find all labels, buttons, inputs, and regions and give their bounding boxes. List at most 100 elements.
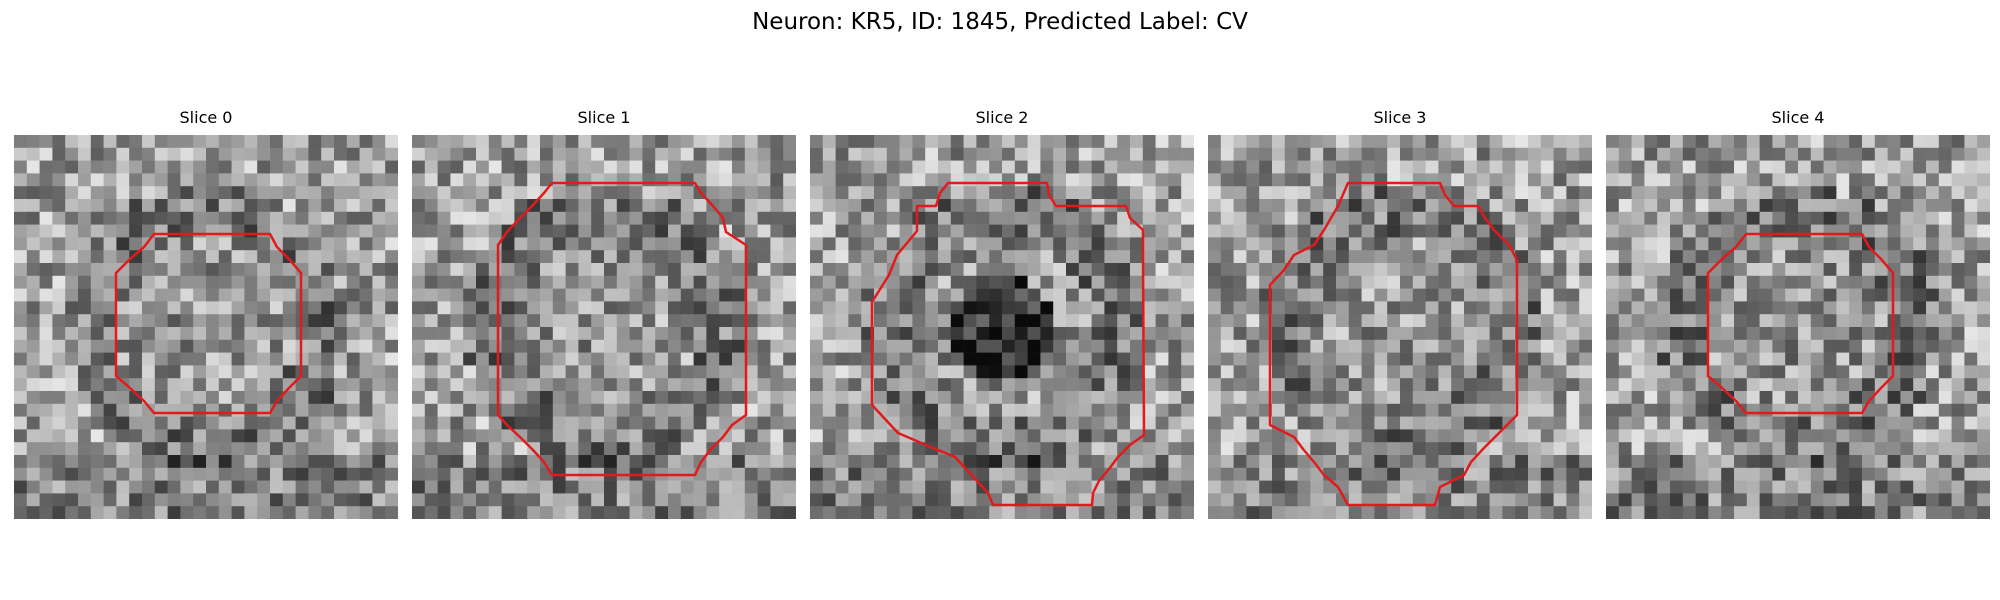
- pixel-cell: [1168, 135, 1182, 149]
- pixel-cell: [193, 199, 207, 213]
- pixel-cell: [321, 352, 335, 366]
- pixel-cell: [180, 403, 194, 417]
- pixel-cell: [103, 160, 117, 174]
- pixel-cell: [1476, 416, 1490, 430]
- pixel-cell: [1142, 429, 1156, 443]
- pixel-cell: [231, 263, 245, 277]
- pixel-cell: [463, 186, 477, 200]
- pixel-cell: [1900, 135, 1914, 149]
- pixel-cell: [14, 467, 28, 481]
- pixel-cell: [321, 237, 335, 251]
- pixel-cell: [1913, 378, 1927, 392]
- pixel-cell: [1104, 173, 1118, 187]
- pixel-cell: [14, 275, 28, 289]
- pixel-cell: [1836, 275, 1850, 289]
- pixel-cell: [732, 147, 746, 161]
- pixel-cell: [1515, 352, 1529, 366]
- pixel-cell: [103, 378, 117, 392]
- pixel-cell: [437, 403, 451, 417]
- pixel-cell: [642, 263, 656, 277]
- pixel-cell: [1695, 275, 1709, 289]
- pixel-cell: [129, 160, 143, 174]
- pixel-cell: [1053, 186, 1067, 200]
- pixel-cell: [1078, 416, 1092, 430]
- pixel-cell: [1540, 199, 1554, 213]
- pixel-cell: [1528, 275, 1542, 289]
- pixel-cell: [1579, 275, 1592, 289]
- pixel-cell: [976, 160, 990, 174]
- pixel-cell: [1130, 391, 1144, 405]
- pixel-cell: [642, 250, 656, 264]
- pixel-cell: [1566, 173, 1580, 187]
- pixel-cell: [540, 237, 554, 251]
- pixel-cell: [78, 224, 92, 238]
- pixel-cell: [206, 455, 220, 469]
- pixel-cell: [1155, 147, 1169, 161]
- pixel-cell: [886, 147, 900, 161]
- pixel-cell: [1078, 391, 1092, 405]
- pixel-cell: [14, 339, 28, 353]
- pixel-cell: [1874, 327, 1888, 341]
- pixel-cell: [359, 211, 373, 225]
- pixel-cell: [1246, 480, 1260, 494]
- pixel-cell: [925, 211, 939, 225]
- pixel-cell: [552, 288, 566, 302]
- pixel-cell: [899, 147, 913, 161]
- pixel-cell: [925, 365, 939, 379]
- pixel-cell: [629, 442, 643, 456]
- pixel-cell: [1168, 365, 1182, 379]
- pixel-cell: [886, 250, 900, 264]
- pixel-cell: [1553, 301, 1567, 315]
- pixel-cell: [693, 352, 707, 366]
- pixel-cell: [1810, 250, 1824, 264]
- pixel-cell: [1670, 147, 1684, 161]
- pixel-cell: [244, 301, 258, 315]
- pixel-cell: [129, 301, 143, 315]
- pixel-cell: [1579, 211, 1592, 225]
- pixel-cell: [1053, 416, 1067, 430]
- pixel-cell: [552, 199, 566, 213]
- pixel-cell: [706, 250, 720, 264]
- pixel-cell: [989, 173, 1003, 187]
- pixel-cell: [1746, 467, 1760, 481]
- pixel-cell: [1606, 263, 1620, 277]
- pixel-cell: [1104, 211, 1118, 225]
- pixel-cell: [1849, 263, 1863, 277]
- pixel-cell: [1836, 455, 1850, 469]
- pixel-cell: [257, 186, 271, 200]
- pixel-cell: [295, 416, 309, 430]
- pixel-cell: [527, 147, 541, 161]
- pixel-cell: [706, 237, 720, 251]
- pixel-cell: [938, 480, 952, 494]
- pixel-cell: [1606, 378, 1620, 392]
- pixel-cell: [103, 250, 117, 264]
- pixel-cell: [925, 173, 939, 187]
- pixel-cell: [1348, 211, 1362, 225]
- pixel-cell: [1785, 211, 1799, 225]
- pixel-cell: [308, 403, 322, 417]
- pixel-cell: [282, 455, 296, 469]
- pixel-cell: [1540, 186, 1554, 200]
- pixel-cell: [1014, 429, 1028, 443]
- pixel-cell: [886, 211, 900, 225]
- pixel-cell: [1938, 327, 1952, 341]
- pixel-cell: [463, 250, 477, 264]
- pixel-cell: [1977, 173, 1990, 187]
- pixel-cell: [1695, 391, 1709, 405]
- pixel-cell: [231, 237, 245, 251]
- pixel-cell: [1772, 275, 1786, 289]
- pixel-cell: [437, 250, 451, 264]
- pixel-cell: [1606, 314, 1620, 328]
- pixel-cell: [385, 288, 398, 302]
- pixel-cell: [1964, 288, 1978, 302]
- pixel-cell: [668, 275, 682, 289]
- pixel-cell: [540, 429, 554, 443]
- pixel-cell: [693, 160, 707, 174]
- pixel-cell: [565, 263, 579, 277]
- pixel-cell: [1874, 352, 1888, 366]
- pixel-cell: [629, 391, 643, 405]
- pixel-cell: [39, 199, 53, 213]
- pixel-cell: [321, 506, 335, 519]
- pixel-cell: [78, 327, 92, 341]
- pixel-cell: [565, 301, 579, 315]
